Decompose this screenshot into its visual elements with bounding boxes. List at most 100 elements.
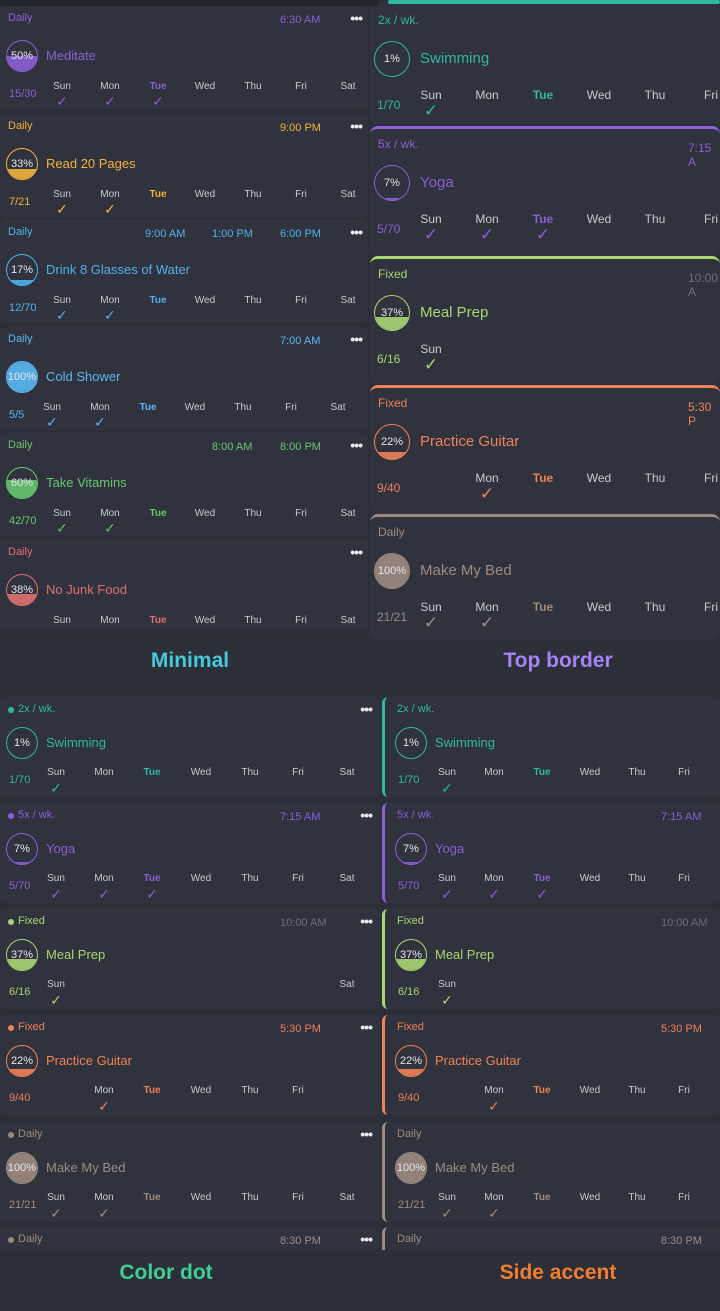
habit-card[interactable]: Daily ••• 38% No Junk Food Sun Mon Tue Wed Thu Fr…	[0, 540, 368, 630]
day-check-icon[interactable]: ✓	[479, 484, 495, 503]
habit-name[interactable]: Practice Guitar	[46, 1053, 132, 1068]
day-label-sat: Sat	[339, 873, 355, 884]
day-check-icon[interactable]: ✓	[423, 613, 439, 632]
day-check-icon[interactable]: ✓	[535, 225, 551, 244]
more-options-icon[interactable]: •••	[360, 913, 373, 929]
day-check-icon[interactable]: ✓	[94, 414, 106, 430]
habit-card[interactable]: Fixed 5:30 P 22% Practice Guitar 9/40 Mon ✓ Tue…	[370, 385, 720, 514]
habit-name[interactable]: Meal Prep	[46, 947, 106, 962]
habit-card[interactable]: Daily 9:00 AM 1:00 PM 6:00 PM ••• 17% Drink 8 …	[0, 220, 368, 323]
day-check-icon[interactable]: ✓	[152, 93, 164, 109]
day-check-icon[interactable]: ✓	[50, 992, 62, 1008]
more-options-icon[interactable]: •••	[350, 10, 363, 26]
habit-card[interactable]: Daily 9:00 PM ••• 33% Read 20 Pages 7/21 Sun ✓ M…	[0, 114, 368, 217]
habit-card[interactable]: Fixed 5:30 PM ••• 22% Practice Guitar 9/40 Mon…	[0, 1015, 380, 1115]
more-options-icon[interactable]: •••	[350, 224, 363, 240]
day-check-icon[interactable]: ✓	[98, 1098, 110, 1114]
day-check-icon[interactable]: ✓	[441, 1205, 453, 1221]
habit-name[interactable]: Practice Guitar	[435, 1053, 521, 1068]
habit-card[interactable]: Daily 8:30 PM	[382, 1227, 720, 1250]
day-check-icon[interactable]: ✓	[50, 780, 62, 796]
more-options-icon[interactable]: •••	[350, 331, 363, 347]
day-check-icon[interactable]: ✓	[441, 886, 453, 902]
habit-name[interactable]: Take Vitamins	[46, 475, 127, 490]
more-options-icon[interactable]: •••	[350, 118, 363, 134]
day-check-icon[interactable]: ✓	[98, 886, 110, 902]
day-check-icon[interactable]: ✓	[46, 414, 58, 430]
day-check-icon[interactable]: ✓	[104, 201, 116, 217]
habit-card[interactable]: 2x / wk. ••• 1% Swimming 1/70 Sun ✓ Mon Tue Wed Th…	[0, 697, 380, 797]
habit-name[interactable]: Read 20 Pages	[46, 156, 136, 171]
habit-card[interactable]: Daily 8:00 AM 8:00 PM ••• 60% Take Vitamins 42…	[0, 433, 368, 536]
day-check-icon[interactable]: ✓	[56, 520, 68, 536]
more-options-icon[interactable]: •••	[350, 544, 363, 560]
day-check-icon[interactable]: ✓	[441, 780, 453, 796]
habit-card[interactable]: Daily 8:30 PM •••	[0, 1227, 380, 1250]
day-label-wed: Wed	[586, 88, 612, 102]
day-check-icon[interactable]: ✓	[441, 992, 453, 1008]
habit-name[interactable]: Cold Shower	[46, 369, 121, 384]
day-check-icon[interactable]: ✓	[423, 225, 439, 244]
day-label-wed: Wed	[579, 1085, 601, 1096]
day-check-icon[interactable]: ✓	[104, 520, 116, 536]
day-check-icon[interactable]: ✓	[56, 93, 68, 109]
habit-card[interactable]: 2x / wk. 1% Swimming 1/70 Sun ✓ Mon Tue Wed Thu Fr…	[382, 697, 720, 797]
habit-card[interactable]: Fixed 10:00 A 37% Meal Prep 6/16 Sun ✓	[370, 256, 720, 384]
more-options-icon[interactable]: •••	[360, 1231, 373, 1247]
habit-card[interactable]: Daily 6:30 AM ••• 50% Meditate 15/30 Sun ✓ Mon ✓ T…	[0, 6, 368, 109]
more-options-icon[interactable]: •••	[360, 701, 373, 717]
habit-name[interactable]: Yoga	[435, 841, 465, 856]
day-check-icon[interactable]: ✓	[423, 101, 439, 120]
habit-name[interactable]: Swimming	[435, 735, 495, 750]
day-check-icon[interactable]: ✓	[536, 886, 548, 902]
day-check-icon[interactable]: ✓	[488, 1205, 500, 1221]
habit-name[interactable]: Swimming	[420, 50, 490, 67]
habit-name[interactable]: Meditate	[46, 48, 96, 63]
habit-card[interactable]: 5x / wk. 7:15 A 7% Yoga 5/70 Sun ✓ Mon ✓ Tue ✓ Wed T…	[370, 126, 720, 255]
habit-name[interactable]: Swimming	[46, 735, 106, 750]
habit-card[interactable]: Daily 100% Make My Bed 21/21 Sun ✓ Mon ✓ Tue Wed T…	[382, 1122, 720, 1222]
habit-name[interactable]: Yoga	[420, 174, 454, 191]
day-check-icon[interactable]: ✓	[146, 886, 158, 902]
habit-name[interactable]: Meal Prep	[435, 947, 495, 962]
habit-name[interactable]: Meal Prep	[420, 304, 489, 321]
day-check-icon[interactable]: ✓	[98, 1205, 110, 1221]
habit-card[interactable]: 2x / wk. 1% Swimming 1/70 Sun ✓ Mon Tue Wed Thu Fr…	[370, 2, 720, 125]
day-check-icon[interactable]: ✓	[104, 307, 116, 323]
habit-name[interactable]: Make My Bed	[46, 1160, 126, 1175]
habit-card[interactable]: Fixed 10:00 AM ••• 37% Meal Prep 6/16 Sun ✓ Sat	[0, 909, 380, 1009]
day-check-icon[interactable]: ✓	[488, 1098, 500, 1114]
day-check-icon[interactable]: ✓	[423, 355, 439, 374]
habit-name[interactable]: Drink 8 Glasses of Water	[46, 262, 191, 277]
more-options-icon[interactable]: •••	[350, 437, 363, 453]
more-options-icon[interactable]: •••	[360, 1126, 373, 1142]
habit-card[interactable]: 5x / wk. 7:15 AM 7% Yoga 5/70 Sun ✓ Mon ✓ Tue ✓ Wed…	[382, 803, 720, 903]
habit-card[interactable]: Daily 100% Make My Bed 21/21 Sun ✓ Mon ✓ Tue Wed T…	[370, 514, 720, 639]
reminder-time: 6:00 PM	[280, 228, 321, 240]
progress-ring: 22%	[374, 424, 410, 460]
habit-card[interactable]: Fixed 5:30 PM 22% Practice Guitar 9/40 Mon ✓ Tu…	[382, 1015, 720, 1115]
day-check-icon[interactable]: ✓	[488, 886, 500, 902]
more-options-icon[interactable]: •••	[360, 1019, 373, 1035]
day-check-icon[interactable]: ✓	[479, 225, 495, 244]
habit-card[interactable]: Fixed 10:00 AM 37% Meal Prep 6/16 Sun ✓	[382, 909, 720, 1009]
day-check-icon[interactable]: ✓	[50, 886, 62, 902]
habit-name[interactable]: Practice Guitar	[420, 433, 520, 450]
day-label-sat: Sat	[340, 615, 356, 626]
day-check-icon[interactable]: ✓	[479, 613, 495, 632]
habit-card[interactable]: Daily ••• 100% Make My Bed 21/21 Sun ✓ Mon ✓ Tue W…	[0, 1122, 380, 1222]
habit-card[interactable]: Daily 7:00 AM ••• 100% Cold Shower 5/5 Sun ✓ Mon…	[0, 327, 368, 430]
day-label-sat: Sat	[330, 402, 346, 413]
habit-name[interactable]: Make My Bed	[435, 1160, 515, 1175]
more-options-icon[interactable]: •••	[360, 807, 373, 823]
day-check-icon[interactable]: ✓	[56, 201, 68, 217]
progress-percent: 50%	[10, 50, 34, 62]
day-label-fri: Fri	[295, 81, 307, 92]
habit-card[interactable]: 5x / wk. 7:15 AM ••• 7% Yoga 5/70 Sun ✓ Mon ✓ Tue ✓…	[0, 803, 380, 903]
habit-name[interactable]: Yoga	[46, 841, 76, 856]
habit-name[interactable]: No Junk Food	[46, 582, 127, 597]
day-check-icon[interactable]: ✓	[56, 307, 68, 323]
habit-name[interactable]: Make My Bed	[420, 562, 512, 579]
day-check-icon[interactable]: ✓	[104, 93, 116, 109]
day-check-icon[interactable]: ✓	[50, 1205, 62, 1221]
